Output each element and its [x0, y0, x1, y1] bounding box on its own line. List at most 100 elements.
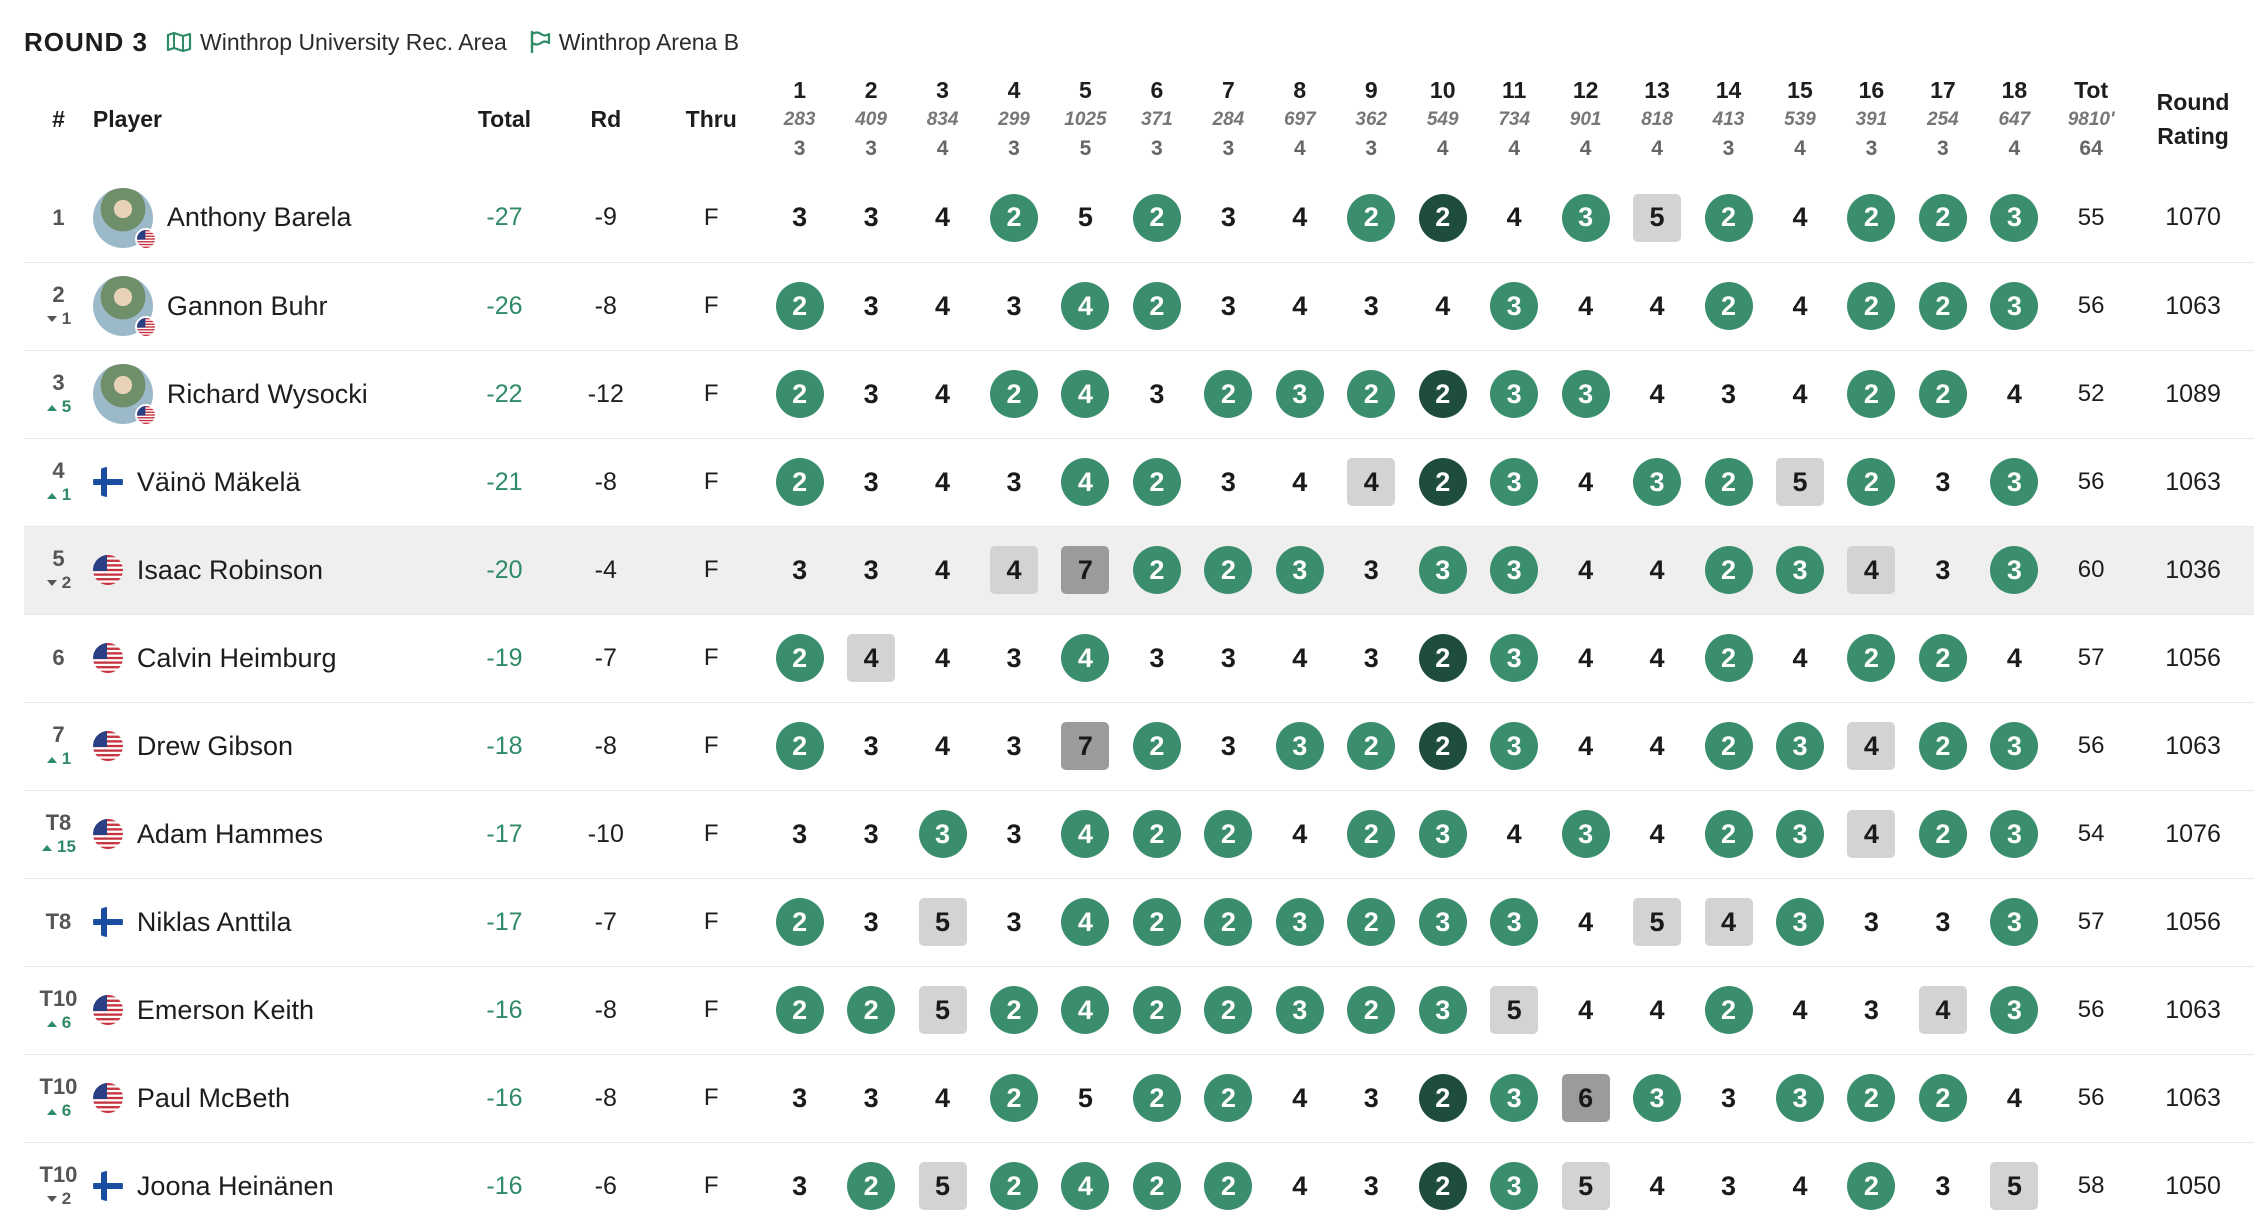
table-row[interactable]: T8 15 Adam Hammes -17 -10 F 3 3 3 3 4 2 2 4 2 3 4 3 4 2 3 4 2 3…	[24, 790, 2254, 878]
col-hole-9[interactable]: 9 362 3	[1336, 64, 1407, 174]
col-thru[interactable]: Thru	[685, 105, 737, 132]
table-row[interactable]: 6 Calvin Heimburg -19 -7 F 2 4 4 3 4 3 3 4 3 2 3 4 4 2 4 2 2 4…	[24, 614, 2254, 702]
hole-score-cell: 2	[1836, 1054, 1907, 1142]
col-hole-2[interactable]: 2 409 3	[835, 64, 906, 174]
hole-score: 4	[1649, 378, 1665, 409]
layout-location[interactable]: Winthrop Arena B	[529, 29, 739, 56]
player-cell[interactable]: Väinö Mäkelä	[92, 438, 456, 526]
player-cell[interactable]: Paul McBeth	[92, 1054, 456, 1142]
country-flag-icon	[92, 643, 123, 673]
position: 6	[52, 644, 65, 670]
col-hole-8[interactable]: 8 697 4	[1264, 64, 1335, 174]
hole-score-cell: 2	[1836, 614, 1907, 702]
hole-score-cell: 4	[1764, 350, 1835, 438]
player-name[interactable]: Joona Heinänen	[136, 1170, 334, 1201]
hole-score: 3	[863, 202, 879, 233]
course-location[interactable]: Winthrop University Rec. Area	[166, 29, 507, 56]
col-pos[interactable]: #	[52, 105, 65, 132]
player-cell[interactable]: Richard Wysocki	[92, 350, 456, 438]
hole-score-cell: 4	[1621, 350, 1692, 438]
player-name[interactable]: Gannon Buhr	[166, 290, 328, 321]
player-cell[interactable]: Anthony Barela	[92, 174, 456, 262]
hole-score-cell: 2	[1193, 878, 1264, 966]
player-name[interactable]: Adam Hammes	[136, 818, 323, 849]
hole-score: 2	[1847, 282, 1896, 330]
col-hole-15[interactable]: 15 539 4	[1764, 64, 1835, 174]
col-player[interactable]: Player	[92, 105, 162, 132]
col-tot[interactable]: Tot 9810' 64	[2050, 64, 2132, 174]
col-hole-7[interactable]: 7 284 3	[1193, 64, 1264, 174]
player-cell[interactable]: Calvin Heimburg	[92, 614, 456, 702]
col-total[interactable]: Total	[477, 105, 532, 132]
col-hole-5[interactable]: 5 1025 5	[1050, 64, 1121, 174]
hole-score-cell: 3	[1478, 526, 1549, 614]
col-hole-11[interactable]: 11 734 4	[1478, 64, 1549, 174]
hole-par: 4	[1508, 137, 1520, 160]
hole-number: 3	[936, 77, 949, 103]
hole-score-cell: 4	[907, 1054, 978, 1142]
col-tot-label: Tot	[2074, 77, 2109, 103]
total-score: -20	[486, 555, 523, 584]
table-row[interactable]: 4 1 Väinö Mäkelä -21 -8 F 2 3 4 3 4 2 3 4 4 2 3 4 3 2 5 2 3 3 56…	[24, 438, 2254, 526]
hole-score-cell: 3	[1764, 878, 1835, 966]
player-cell[interactable]: Drew Gibson	[92, 702, 456, 790]
position-change-value: 2	[61, 573, 72, 593]
hole-score: 3	[1990, 546, 2039, 594]
col-hole-10[interactable]: 10 549 4	[1407, 64, 1478, 174]
col-hole-6[interactable]: 6 371 3	[1121, 64, 1192, 174]
hole-score: 2	[1418, 193, 1467, 242]
player-cell[interactable]: Emerson Keith	[92, 966, 456, 1054]
col-round-rating[interactable]: Round Rating	[2132, 64, 2254, 174]
table-row[interactable]: 1 Anthony Barela -27 -9 F 3 3 4 2 5 2 3 4 2 2 4 3 5 2 4 2 2 3 5…	[24, 174, 2254, 262]
col-hole-4[interactable]: 4 299 3	[978, 64, 1049, 174]
hole-score-cell: 4	[1478, 174, 1549, 262]
position-change-value: 1	[61, 309, 72, 329]
player-name[interactable]: Drew Gibson	[136, 730, 293, 761]
player-name[interactable]: Paul McBeth	[136, 1082, 290, 1113]
table-row[interactable]: T8 Niklas Anttila -17 -7 F 2 3 5 3 4 2 2 3 2 3 3 4 5 4 3 3 3 3…	[24, 878, 2254, 966]
table-row[interactable]: T10 6 Emerson Keith -16 -8 F 2 2 5 2 4 2 2 3 2 3 5 4 4 2 4 3 4…	[24, 966, 2254, 1054]
hole-score-cell: 3	[1621, 1054, 1692, 1142]
hole-score-cell: 2	[1121, 262, 1192, 350]
player-cell[interactable]: Gannon Buhr	[92, 262, 456, 350]
player-name[interactable]: Anthony Barela	[166, 202, 352, 233]
round-rating: 1036	[2165, 555, 2221, 584]
col-rd[interactable]: Rd	[590, 105, 622, 132]
player-name[interactable]: Emerson Keith	[136, 994, 315, 1025]
col-hole-14[interactable]: 14 413 3	[1693, 64, 1764, 174]
hole-number: 10	[1429, 77, 1456, 103]
thru: F	[703, 996, 719, 1023]
player-cell[interactable]: Adam Hammes	[92, 790, 456, 878]
hole-score: 2	[1847, 1162, 1896, 1210]
table-row[interactable]: 5 2 Isaac Robinson -20 -4 F 3 3 4 4 7 2 2 3 3 3 3 4 4 2 3 4 3 3…	[24, 526, 2254, 614]
table-row[interactable]: 3 5 Richard Wysocki -22 -12 F 2 3 4 2 4 3 2 3 2 2 3 3 4 3 4 2…	[24, 350, 2254, 438]
col-hole-1[interactable]: 1 283 3	[764, 64, 835, 174]
hole-distance: 413	[1712, 109, 1745, 130]
table-row[interactable]: 2 1 Gannon Buhr -26 -8 F 2 3 4 3 4 2 3 4 3 4 3 4 4 2 4 2 2 3 56 1…	[24, 262, 2254, 350]
table-row[interactable]: T10 6 Paul McBeth -16 -8 F 3 3 4 2 5 2 2 4 3 2 3 6 3 3 3 2 2 4 5…	[24, 1054, 2254, 1142]
player-cell[interactable]: Joona Heinänen	[92, 1142, 456, 1228]
col-hole-18[interactable]: 18 647 4	[1979, 64, 2050, 174]
player-cell[interactable]: Niklas Anttila	[92, 878, 456, 966]
col-hole-3[interactable]: 3 834 4	[907, 64, 978, 174]
col-hole-16[interactable]: 16 391 3	[1836, 64, 1907, 174]
hole-score-cell: 2	[1407, 1142, 1478, 1228]
scores-table: # Player Total Rd Thru 1 283 3 2 409 3 3 834 4 4 2…	[24, 64, 2254, 1228]
player-name[interactable]: Calvin Heimburg	[136, 642, 337, 673]
player-name[interactable]: Niklas Anttila	[136, 906, 292, 937]
player-name[interactable]: Väinö Mäkelä	[136, 466, 301, 497]
col-hole-17[interactable]: 17 254 3	[1907, 64, 1978, 174]
hole-score: 4	[2006, 1082, 2022, 1113]
table-row[interactable]: 7 1 Drew Gibson -18 -8 F 2 3 4 3 7 2 3 3 2 2 3 4 4 2 3 4 2 3 56 1…	[24, 702, 2254, 790]
col-hole-12[interactable]: 12 901 4	[1550, 64, 1621, 174]
table-row[interactable]: T10 2 Joona Heinänen -16 -6 F 3 2 5 2 4 2 2 4 3 2 3 5 4 3 4 2…	[24, 1142, 2254, 1228]
hole-score-cell: 3	[764, 174, 835, 262]
hole-score: 4	[1292, 202, 1308, 233]
player-name[interactable]: Isaac Robinson	[136, 554, 324, 585]
player-name[interactable]: Richard Wysocki	[166, 378, 368, 409]
hole-score: 2	[1918, 370, 1967, 418]
hole-number: 15	[1787, 77, 1813, 103]
player-cell[interactable]: Isaac Robinson	[92, 526, 456, 614]
col-hole-13[interactable]: 13 818 4	[1621, 64, 1692, 174]
